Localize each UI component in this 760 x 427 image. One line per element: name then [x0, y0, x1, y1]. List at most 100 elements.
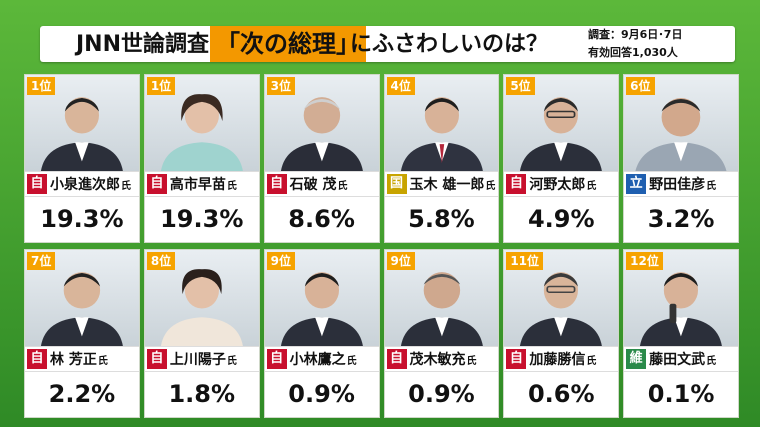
rank-badge: 7位 — [27, 252, 56, 270]
candidate-name: 小林鷹之 — [289, 352, 346, 368]
candidate-card: 11位 自 加藤勝信 氏 0.6% — [503, 249, 620, 418]
support-percentage: 2.2% — [48, 380, 116, 408]
honorific: 氏 — [337, 180, 348, 192]
rank-badge: 6位 — [626, 77, 655, 95]
support-percentage: 0.6% — [527, 380, 595, 408]
name-row: 自 小泉進次郎 氏 — [25, 171, 139, 197]
rank-badge: 1位 — [146, 77, 176, 95]
support-percentage: 3.2% — [647, 205, 715, 233]
candidate-name: 高市早苗 — [169, 177, 226, 193]
party-badge: 自 — [266, 174, 287, 194]
name-row: 自 高市早苗 氏 — [144, 171, 259, 197]
candidate-name: 石破 茂 — [289, 177, 337, 193]
name-row: 自 林 芳正 氏 — [25, 346, 139, 372]
candidate-name: 茂木敏充 — [409, 352, 466, 368]
survey-source-label: JNN世論調査 — [76, 32, 210, 57]
candidate-card: 9位 自 小林鷹之 氏 0.9% — [263, 249, 380, 418]
respondent-count: 有効回答1,030人 — [588, 46, 678, 59]
candidate-card: 6位 立 野田佳彦 氏 3.2% — [623, 74, 739, 243]
support-percentage: 8.6% — [288, 205, 355, 233]
party-badge: 自 — [146, 174, 167, 194]
support-percentage: 4.9% — [527, 205, 595, 233]
party-badge: 自 — [27, 349, 47, 369]
person-silhouette-icon — [520, 272, 603, 346]
honorific: 氏 — [346, 355, 357, 367]
name-row: 自 茂木敏充 氏 — [384, 346, 499, 372]
candidate-name: 藤田文武 — [649, 352, 706, 368]
candidate-name: 河野太郎 — [529, 177, 586, 193]
candidate-name: 上川陽子 — [169, 352, 226, 368]
support-percentage: 19.3% — [160, 205, 244, 233]
honorific: 氏 — [706, 355, 717, 367]
rank-badge: 5位 — [506, 77, 535, 95]
party-badge: 国 — [386, 174, 407, 194]
honorific: 氏 — [466, 355, 477, 367]
rank-badge: 1位 — [27, 77, 56, 95]
candidate-card: 4位 国 玉木 雄一郎 氏 5.8% — [383, 74, 500, 243]
party-badge: 自 — [266, 349, 287, 369]
candidate-name: 小泉進次郎 — [50, 177, 120, 193]
name-row: 維 藤田文武 氏 — [624, 346, 738, 372]
party-badge: 維 — [626, 349, 647, 369]
honorific: 氏 — [706, 180, 717, 192]
rank-badge: 4位 — [386, 77, 415, 95]
name-row: 自 石破 茂 氏 — [264, 171, 379, 197]
person-silhouette-icon — [40, 272, 123, 346]
rank-badge: 3位 — [266, 77, 296, 95]
honorific: 氏 — [226, 355, 237, 367]
name-row: 自 小林鷹之 氏 — [264, 346, 379, 372]
person-silhouette-icon — [160, 269, 243, 346]
honorific: 氏 — [586, 180, 597, 192]
support-percentage: 5.8% — [408, 205, 475, 233]
candidate-card: 9位 自 茂木敏充 氏 0.9% — [383, 249, 500, 418]
support-percentage: 0.9% — [288, 380, 355, 408]
name-row: 立 野田佳彦 氏 — [624, 171, 738, 197]
title-bar — [40, 26, 735, 62]
candidate-name: 玉木 雄一郎 — [409, 177, 485, 193]
support-percentage: 0.9% — [408, 380, 475, 408]
person-silhouette-icon — [280, 272, 363, 346]
person-silhouette-icon — [280, 97, 363, 171]
candidate-name: 加藤勝信 — [529, 352, 586, 368]
candidate-name: 野田佳彦 — [649, 177, 706, 193]
party-badge: 自 — [506, 174, 527, 194]
name-row: 自 上川陽子 氏 — [144, 346, 259, 372]
person-silhouette-icon — [400, 272, 483, 346]
candidate-photo — [144, 250, 259, 346]
person-silhouette-icon — [400, 97, 483, 171]
candidate-card: 12位 維 藤田文武 氏 0.1% — [623, 249, 739, 418]
candidate-card: 3位 自 石破 茂 氏 8.6% — [263, 74, 380, 243]
party-badge: 自 — [386, 349, 407, 369]
party-badge: 自 — [27, 174, 47, 194]
candidate-card: 5位 自 河野太郎 氏 4.9% — [503, 74, 620, 243]
honorific: 氏 — [586, 355, 597, 367]
survey-info: 調査：9月6日･7日 有効回答1,030人 — [588, 26, 738, 62]
rank-badge: 8位 — [146, 252, 176, 270]
party-badge: 自 — [146, 349, 167, 369]
person-silhouette-icon — [40, 97, 123, 171]
name-row: 国 玉木 雄一郎 氏 — [384, 171, 499, 197]
support-percentage: 1.8% — [168, 380, 236, 408]
candidate-card: 7位 自 林 芳正 氏 2.2% — [24, 249, 140, 418]
support-percentage: 0.1% — [647, 380, 715, 408]
person-silhouette-icon — [520, 97, 603, 171]
honorific: 氏 — [121, 180, 131, 192]
candidate-card: 8位 自 上川陽子 氏 1.8% — [143, 249, 260, 418]
person-silhouette-icon — [635, 98, 727, 171]
survey-date: 調査：9月6日･7日 — [588, 28, 683, 41]
rank-badge: 12位 — [626, 252, 663, 270]
person-silhouette-icon — [640, 272, 723, 346]
candidate-grid: 1位 自 小泉進次郎 氏 19.3% 1位 自 高市早苗 氏 19.3% 3位 … — [24, 74, 739, 418]
honorific: 氏 — [226, 180, 237, 192]
party-badge: 立 — [626, 174, 647, 194]
rank-badge: 9位 — [386, 252, 415, 270]
candidate-card: 1位 自 高市早苗 氏 19.3% — [143, 74, 260, 243]
candidate-card: 1位 自 小泉進次郎 氏 19.3% — [24, 74, 140, 243]
rank-badge: 9位 — [266, 252, 296, 270]
name-row: 自 加藤勝信 氏 — [504, 346, 619, 372]
candidate-photo — [144, 75, 259, 171]
person-silhouette-icon — [160, 94, 243, 171]
support-percentage: 19.3% — [40, 205, 124, 233]
honorific: 氏 — [485, 180, 496, 192]
candidate-name: 林 芳正 — [50, 352, 97, 368]
